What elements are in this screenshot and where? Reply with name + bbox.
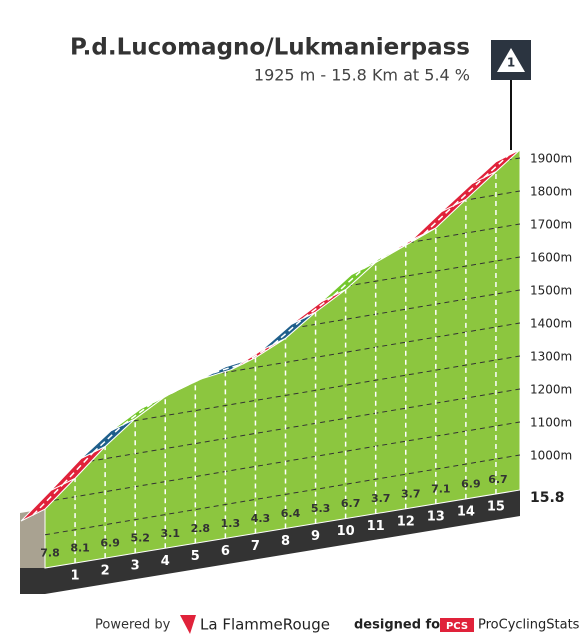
gradient-label: 7.1 [431, 482, 451, 495]
band-centerline [393, 233, 425, 252]
distance-label: 15.8 [530, 490, 565, 506]
footer: Powered by La FlammeRouge designed for P… [95, 615, 580, 634]
chart-title: P.d.Lucomagno/Lukmanierpass [70, 35, 470, 61]
side-face [20, 509, 45, 594]
km-label: 5 [191, 549, 200, 564]
band-centerline [152, 386, 184, 404]
gradient-label: 3.7 [371, 492, 391, 505]
km-label: 8 [281, 534, 290, 549]
km-label: 15 [487, 499, 505, 514]
gradient-label: 2.8 [191, 522, 211, 535]
summit-triangle [497, 48, 525, 72]
km-label: 11 [367, 519, 385, 534]
y-tick-label: 1900m [530, 152, 572, 166]
band-centerline [363, 250, 395, 270]
y-tick-label: 1400m [530, 317, 572, 331]
km-label: 7 [251, 539, 260, 554]
band-centerline [243, 343, 274, 365]
gradient-label: 6.9 [100, 537, 120, 550]
band-centerline [32, 483, 64, 516]
gradient-label: 1.3 [221, 517, 241, 530]
gradient-label: 3.1 [161, 527, 181, 540]
summit-marker: 1 [507, 56, 515, 70]
gradient-label: 6.7 [488, 473, 508, 486]
y-tick-label: 1200m [530, 383, 572, 397]
gradient-label: 8.1 [70, 542, 90, 555]
gradient-label: 3.7 [401, 487, 421, 500]
km-label: 13 [427, 509, 445, 524]
pcs-logo [440, 618, 474, 632]
y-tick-label: 1300m [530, 350, 572, 364]
band-centerline [303, 294, 335, 319]
ground-band [20, 490, 520, 594]
band-centerline [453, 177, 485, 206]
powered-by: Powered by [95, 618, 171, 633]
band-centerline [62, 451, 94, 485]
y-tick-label: 1600m [530, 251, 572, 265]
band-centerline [182, 372, 214, 388]
km-label: 1 [71, 569, 80, 584]
brand-logo [180, 615, 196, 634]
y-tick-label: 1700m [530, 218, 572, 232]
gradient-band [471, 149, 521, 185]
gradient-label: 5.3 [311, 502, 331, 515]
band-centerline [122, 401, 154, 426]
gradient-label: 6.4 [281, 507, 301, 520]
band-centerline [333, 267, 365, 297]
km-label: 12 [397, 514, 415, 529]
band-centerline [213, 362, 244, 374]
designed-for: designed for [354, 618, 447, 633]
gradient-label: 5.2 [130, 532, 150, 545]
km-label: 9 [311, 529, 320, 544]
km-label: 2 [101, 564, 110, 579]
band-centerline [483, 155, 509, 179]
pcs: PCS [446, 621, 468, 632]
km-label: 10 [337, 524, 355, 539]
y-tick-label: 1800m [530, 185, 572, 199]
gradient-label: 6.9 [461, 477, 481, 490]
chart-subtitle: 1925 m - 15.8 Km at 5.4 % [254, 66, 470, 85]
brand: La FlammeRouge [200, 616, 330, 634]
y-tick-label: 1000m [530, 449, 572, 463]
km-label: 14 [457, 504, 475, 519]
km-label: 6 [221, 544, 230, 559]
gradient-label: 6.7 [341, 497, 361, 510]
km-label: 3 [131, 559, 140, 574]
y-tick-label: 1100m [530, 416, 572, 430]
site: ProCyclingStats [478, 618, 580, 633]
band-centerline [92, 424, 124, 454]
gradient-label: 7.8 [40, 547, 60, 560]
gradient-label: 4.3 [251, 512, 271, 525]
band-centerline [273, 317, 305, 345]
band-centerline [423, 204, 455, 235]
km-label: 4 [161, 554, 170, 569]
y-tick-label: 1500m [530, 284, 572, 298]
